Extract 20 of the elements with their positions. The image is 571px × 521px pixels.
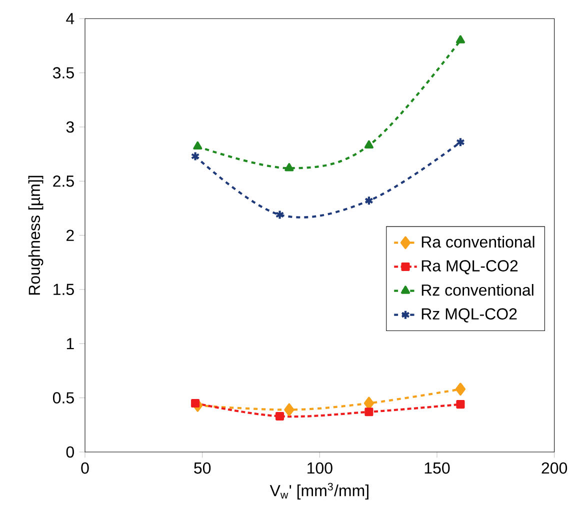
y-tick-label: 1 bbox=[66, 338, 74, 350]
legend-label: Ra conventional bbox=[422, 236, 534, 248]
legend-label: Rz MQL-CO2 bbox=[422, 308, 517, 322]
y-tick-label: 3 bbox=[66, 121, 74, 133]
x-tick-label: 0 bbox=[81, 462, 89, 474]
x-tick-label: 150 bbox=[424, 462, 450, 474]
y-axis-title: Roughness [µm]] bbox=[28, 176, 44, 295]
legend-label: Ra MQL-CO2 bbox=[422, 260, 518, 274]
y-tick-label: 0 bbox=[66, 446, 74, 458]
x-tick-label: 200 bbox=[542, 462, 568, 474]
y-tick-label: 1.5 bbox=[54, 284, 74, 296]
x-tick-label: 50 bbox=[194, 462, 211, 474]
y-tick-label: 3.5 bbox=[52, 67, 74, 78]
y-tick-label: 0.5 bbox=[52, 392, 74, 404]
legend-label: Rz conventional bbox=[422, 284, 534, 296]
y-tick-label: 2.5 bbox=[53, 176, 74, 187]
x-axis-title: V$_{w}$' [mm$^{3}$/mm] bbox=[270, 482, 368, 500]
x-tick-label: 100 bbox=[308, 462, 332, 474]
y-tick-label: 2 bbox=[66, 230, 74, 241]
y-tick-label: 4 bbox=[66, 13, 74, 24]
